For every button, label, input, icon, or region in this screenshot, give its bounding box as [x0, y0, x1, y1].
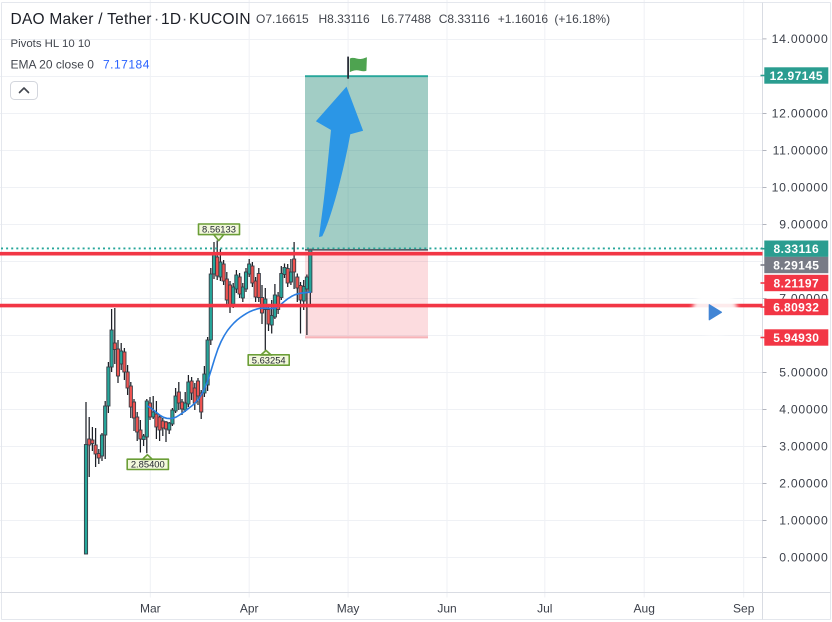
svg-text:10.00000: 10.00000 — [772, 181, 829, 195]
svg-text:9.00000: 9.00000 — [779, 218, 828, 232]
svg-text:7.17184: 7.17184 — [103, 58, 150, 72]
svg-text:4.00000: 4.00000 — [779, 403, 828, 417]
svg-text:Jun: Jun — [437, 602, 456, 616]
svg-text:5.63254: 5.63254 — [252, 354, 286, 365]
svg-text:May: May — [337, 602, 360, 616]
svg-text:Pivots HL 10 10: Pivots HL 10 10 — [11, 38, 91, 50]
svg-text:8.29145: 8.29145 — [773, 258, 819, 272]
svg-text:EMA 20 close 0: EMA 20 close 0 — [11, 58, 95, 72]
svg-text:2.00000: 2.00000 — [779, 477, 828, 491]
svg-text:Apr: Apr — [240, 602, 259, 616]
svg-text:Jul: Jul — [537, 602, 552, 616]
svg-text:11.00000: 11.00000 — [773, 144, 829, 158]
svg-text:5.00000: 5.00000 — [779, 366, 828, 380]
svg-text:1.00000: 1.00000 — [779, 514, 828, 528]
svg-text:Sep: Sep — [733, 602, 755, 616]
svg-text:6.80932: 6.80932 — [773, 300, 819, 314]
svg-text:12.97145: 12.97145 — [770, 69, 823, 83]
svg-text:Mar: Mar — [140, 602, 161, 616]
svg-text:14.00000: 14.00000 — [772, 32, 829, 46]
svg-text:0.00000: 0.00000 — [779, 551, 828, 565]
svg-text:12.00000: 12.00000 — [772, 107, 829, 121]
svg-text:8.33116: 8.33116 — [774, 242, 820, 256]
svg-text:8.21197: 8.21197 — [774, 276, 820, 290]
svg-text:8.56133: 8.56133 — [202, 224, 236, 235]
svg-text:5.94930: 5.94930 — [773, 331, 819, 345]
svg-text:3.00000: 3.00000 — [779, 440, 828, 454]
svg-text:DAO Maker / Tether·1D·KUCOIN: DAO Maker / Tether · 1D· KUCOIN — [11, 11, 251, 28]
svg-text:Aug: Aug — [634, 602, 655, 616]
svg-text:2.85400: 2.85400 — [131, 459, 165, 470]
